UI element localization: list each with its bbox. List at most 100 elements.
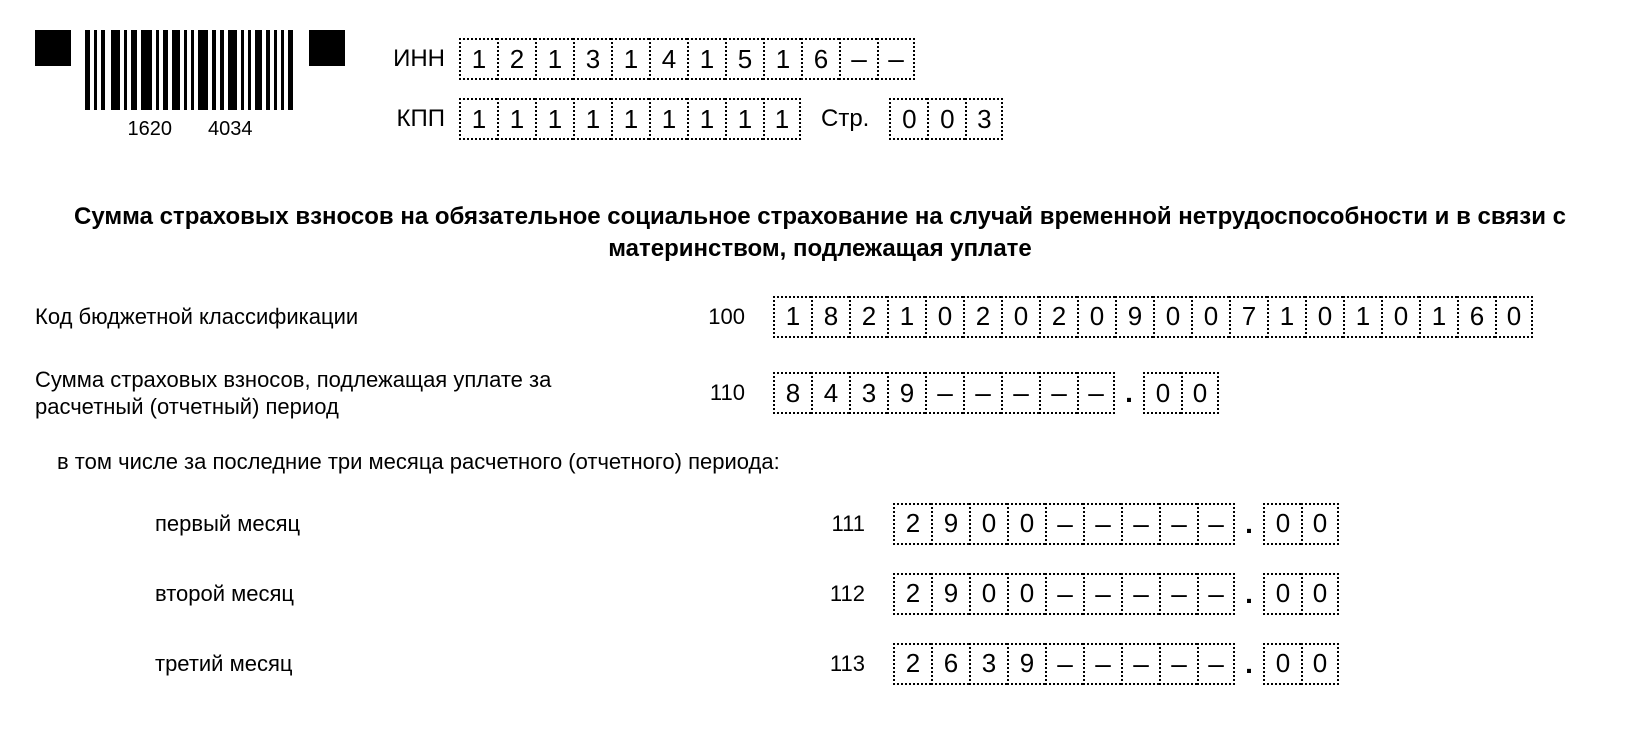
cell: –: [1039, 372, 1077, 414]
cell: –: [925, 372, 963, 414]
row-110-int: 8439–––––: [773, 372, 1115, 414]
cell: –: [1121, 573, 1159, 615]
cell: 6: [931, 643, 969, 685]
row-100-code: 100: [625, 304, 773, 330]
cell: 3: [965, 98, 1003, 140]
cell: 6: [801, 38, 839, 80]
kpp-label: КПП: [385, 105, 445, 133]
cell: –: [1197, 573, 1235, 615]
cell: 1: [1267, 296, 1305, 338]
cell: 1: [773, 296, 811, 338]
row-111-int: 2900–––––: [893, 503, 1235, 545]
kpp-cells: 111111111: [459, 98, 801, 140]
cell: –: [963, 372, 1001, 414]
cell: 0: [1305, 296, 1343, 338]
row-112: второй месяц 112 2900––––– . 00: [35, 573, 1605, 615]
cell: 1: [1343, 296, 1381, 338]
cell: 0: [1007, 503, 1045, 545]
cell: 0: [1301, 573, 1339, 615]
cell: 5: [725, 38, 763, 80]
section-title: Сумма страховых взносов на обязательное …: [60, 201, 1580, 266]
cell: 8: [811, 296, 849, 338]
cell: –: [1045, 643, 1083, 685]
decimal-dot: .: [1235, 648, 1263, 680]
cell: 1: [687, 98, 725, 140]
decimal-dot: .: [1115, 377, 1143, 409]
row-100: Код бюджетной классификации 100 18210202…: [35, 296, 1605, 338]
cell: –: [1001, 372, 1039, 414]
decimal-dot: .: [1235, 578, 1263, 610]
kpp-row: КПП 111111111 Стр. 003: [385, 98, 1003, 140]
cell: –: [1083, 573, 1121, 615]
cell: 9: [1115, 296, 1153, 338]
row-100-cells: 18210202090071010160: [773, 296, 1533, 338]
cell: 0: [925, 296, 963, 338]
inn-cells: 1213141516––: [459, 38, 915, 80]
row-113-label: третий месяц: [35, 650, 745, 678]
row-113: третий месяц 113 2639––––– . 00: [35, 643, 1605, 685]
cell: 7: [1229, 296, 1267, 338]
cell: 1: [1419, 296, 1457, 338]
cell: 9: [887, 372, 925, 414]
cell: 0: [1301, 643, 1339, 685]
cell: 1: [535, 98, 573, 140]
cell: 1: [611, 98, 649, 140]
cell: –: [1159, 573, 1197, 615]
cell: 0: [1181, 372, 1219, 414]
cell: –: [1121, 503, 1159, 545]
cell: 0: [1153, 296, 1191, 338]
cell: 0: [1263, 643, 1301, 685]
cell: 8: [773, 372, 811, 414]
cell: 1: [459, 98, 497, 140]
row-110-code: 110: [625, 380, 773, 406]
row-111: первый месяц 111 2900––––– . 00: [35, 503, 1605, 545]
cell: –: [1077, 372, 1115, 414]
cell: 1: [763, 98, 801, 140]
cell: –: [839, 38, 877, 80]
cell: 9: [931, 503, 969, 545]
row-110-label: Сумма страховых взносов, подлежащая упла…: [35, 366, 625, 421]
cell: 3: [573, 38, 611, 80]
row-111-code: 111: [745, 511, 893, 537]
cell: –: [1045, 503, 1083, 545]
decimal-dot: .: [1235, 508, 1263, 540]
cell: 3: [849, 372, 887, 414]
row-110-frac: 00: [1143, 372, 1219, 414]
inn-row: ИНН 1213141516––: [385, 38, 1003, 80]
cell: 0: [1077, 296, 1115, 338]
cell: –: [1121, 643, 1159, 685]
cell: 1: [687, 38, 725, 80]
cell: 1: [763, 38, 801, 80]
barcode-block: 1620 4034: [35, 30, 345, 141]
row-112-label: второй месяц: [35, 580, 745, 608]
cell: 1: [497, 98, 535, 140]
row-113-frac: 00: [1263, 643, 1339, 685]
barcode: 1620 4034: [85, 30, 295, 141]
cell: 1: [725, 98, 763, 140]
row-113-code: 113: [745, 651, 893, 677]
cell: 0: [1301, 503, 1339, 545]
cell: –: [1159, 503, 1197, 545]
row-112-int: 2900–––––: [893, 573, 1235, 615]
barcode-number-right: 4034: [208, 118, 253, 141]
cell: –: [1197, 643, 1235, 685]
cell: 0: [1191, 296, 1229, 338]
header-block: 1620 4034 ИНН 1213141516–– КПП 111111111…: [35, 30, 1605, 141]
cell: 1: [459, 38, 497, 80]
cell: 2: [893, 643, 931, 685]
subnote: в том числе за последние три месяца расч…: [57, 449, 1605, 475]
id-rows: ИНН 1213141516–– КПП 111111111 Стр. 003: [385, 30, 1003, 140]
cell: 2: [893, 503, 931, 545]
page-cells: 003: [889, 98, 1003, 140]
cell: 0: [927, 98, 965, 140]
cell: –: [1159, 643, 1197, 685]
cell: 0: [1143, 372, 1181, 414]
row-112-frac: 00: [1263, 573, 1339, 615]
cell: 2: [1039, 296, 1077, 338]
cell: 1: [573, 98, 611, 140]
cell: 4: [811, 372, 849, 414]
row-113-int: 2639–––––: [893, 643, 1235, 685]
cell: 6: [1457, 296, 1495, 338]
cell: 2: [849, 296, 887, 338]
cell: 2: [893, 573, 931, 615]
